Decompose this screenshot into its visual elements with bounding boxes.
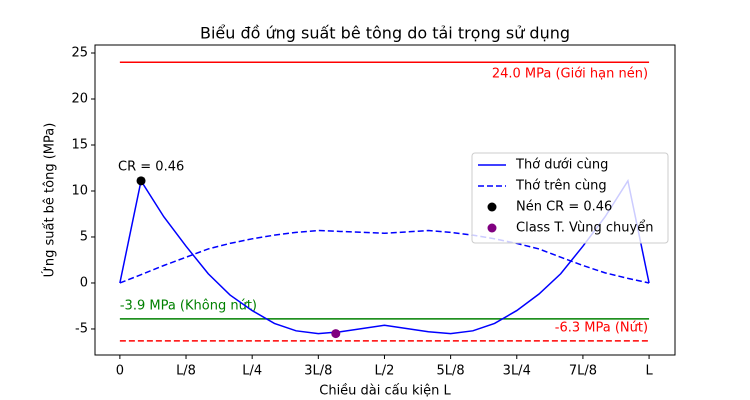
series-line	[119, 229, 650, 284]
x-tick-label: L/8	[176, 364, 196, 379]
reference-label: 24.0 MPa (Giới hạn nén)	[492, 67, 648, 82]
y-axis-label: Ứng suất bê tông (MPa)	[42, 123, 58, 278]
x-tick-label: 0	[116, 364, 124, 379]
point-annotation: CR = 0.46	[118, 159, 184, 174]
legend-label: Thớ trên cùng	[515, 179, 607, 194]
x-tick-label: 7L/8	[569, 364, 597, 379]
y-tick-label: 0	[80, 275, 88, 290]
reference-label: -6.3 MPa (Nứt)	[555, 320, 648, 335]
legend-box	[471, 152, 669, 244]
x-axis-label: Chiều dài cấu kiện L	[319, 384, 451, 399]
legend-marker	[487, 223, 497, 233]
y-tick-label: 15	[71, 137, 88, 152]
x-tick-label: 3L/4	[503, 364, 531, 379]
y-tick-label: 5	[80, 229, 88, 244]
reference-label: -3.9 MPa (Không nứt)	[120, 298, 257, 313]
scatter-point	[331, 329, 341, 339]
x-tick-label: L/4	[242, 364, 262, 379]
x-tick-label: 5L/8	[437, 364, 465, 379]
x-tick-label: L/2	[375, 364, 395, 379]
legend-label: Class T. Vùng chuyển	[516, 221, 653, 236]
y-tick-label: 10	[71, 183, 88, 198]
x-tick-label: L	[645, 364, 653, 379]
y-tick-label: 20	[71, 91, 88, 106]
scatter-point	[136, 176, 146, 186]
legend-marker	[487, 202, 497, 212]
x-tick-label: 3L/8	[304, 364, 332, 379]
series-line	[119, 178, 650, 335]
legend-label: Thớ dưới cùng	[515, 158, 608, 173]
chart-title: Biểu đồ ứng suất bê tông do tải trọng sử…	[200, 24, 570, 43]
y-tick-label: 25	[71, 46, 88, 61]
legend-label: Nén CR = 0.46	[516, 200, 612, 215]
plot-frame	[94, 44, 676, 356]
y-tick-label: -5	[75, 321, 88, 336]
